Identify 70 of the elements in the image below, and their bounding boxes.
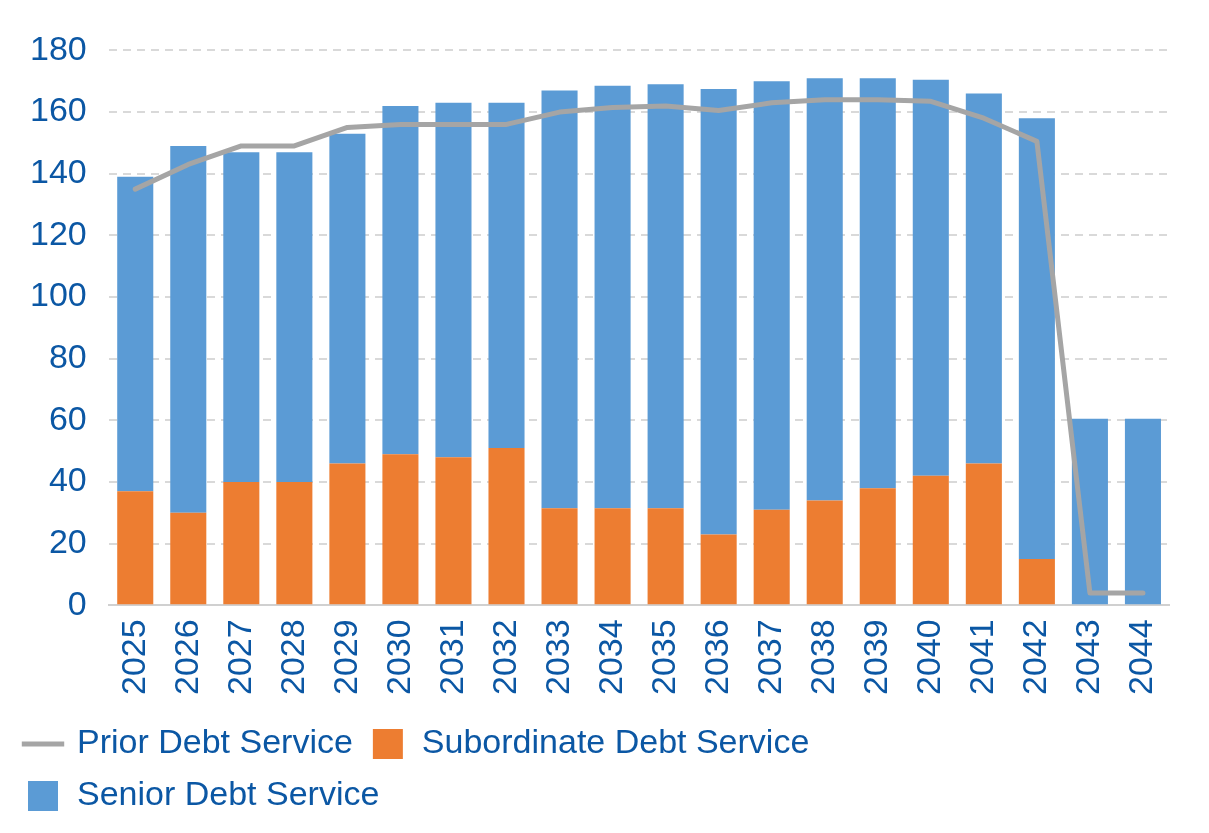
bar [965, 463, 1002, 605]
bar [276, 482, 313, 605]
bar [117, 491, 154, 605]
x-tick-label: 2043 [1068, 619, 1107, 695]
bar [488, 448, 525, 605]
bar [170, 145, 207, 513]
bar [1124, 418, 1161, 605]
x-tick-label: 2037 [750, 619, 789, 695]
bar [912, 475, 949, 605]
x-tick-label: 2031 [431, 619, 470, 695]
bar [1018, 559, 1055, 605]
x-tick-label: 2029 [325, 619, 364, 695]
legend-label: Subordinate Debt Service [421, 722, 810, 761]
bar [329, 133, 366, 464]
x-tick-label: 2032 [484, 619, 523, 695]
bar [700, 88, 737, 535]
x-tick-label: 2038 [803, 619, 842, 695]
x-tick-label: 2026 [166, 619, 205, 695]
x-tick-label: 2033 [537, 619, 576, 695]
x-tick-label: 2044 [1121, 619, 1160, 695]
y-tick-label: 60 [48, 398, 87, 437]
bar [647, 84, 684, 509]
y-tick-label: 120 [29, 213, 87, 252]
bar [488, 102, 525, 449]
y-tick-label: 140 [29, 152, 87, 191]
bar [1018, 118, 1055, 560]
bar [223, 152, 260, 483]
bar [859, 488, 896, 605]
bar [647, 508, 684, 605]
bar [435, 102, 472, 458]
x-tick-label: 2040 [909, 619, 948, 695]
bar [170, 512, 207, 605]
y-tick-label: 80 [48, 337, 87, 376]
x-tick-label: 2028 [272, 619, 311, 695]
bar [223, 482, 260, 605]
y-tick-label: 0 [67, 583, 87, 622]
x-tick-label: 2030 [378, 619, 417, 695]
bar [753, 81, 790, 510]
bar [806, 78, 843, 501]
x-tick-label: 2025 [113, 619, 152, 695]
bar [117, 176, 154, 492]
bar [912, 79, 949, 476]
bar [594, 85, 631, 509]
bar [382, 105, 419, 455]
bar [859, 78, 896, 489]
y-tick-label: 100 [29, 275, 87, 314]
bar [965, 93, 1002, 464]
bar [753, 509, 790, 605]
legend-label: Senior Debt Service [77, 774, 380, 813]
x-tick-label: 2027 [219, 619, 258, 695]
y-tick-label: 20 [48, 522, 87, 561]
x-tick-label: 2034 [590, 619, 629, 695]
y-tick-label: 160 [29, 90, 87, 129]
bar [806, 500, 843, 605]
bar [700, 534, 737, 605]
bar [329, 463, 366, 605]
x-tick-label: 2039 [856, 619, 895, 695]
bar [382, 454, 419, 605]
x-tick-label: 2035 [643, 619, 682, 695]
y-tick-label: 40 [48, 460, 87, 499]
x-tick-label: 2042 [1015, 619, 1054, 695]
bar [541, 90, 578, 509]
bar [594, 508, 631, 605]
x-tick-label: 2041 [962, 619, 1001, 695]
legend-label: Prior Debt Service [77, 722, 353, 761]
bar [435, 457, 472, 605]
x-tick-label: 2036 [697, 619, 736, 695]
bar [276, 152, 313, 483]
bar [541, 508, 578, 605]
y-tick-label: 180 [29, 28, 87, 67]
